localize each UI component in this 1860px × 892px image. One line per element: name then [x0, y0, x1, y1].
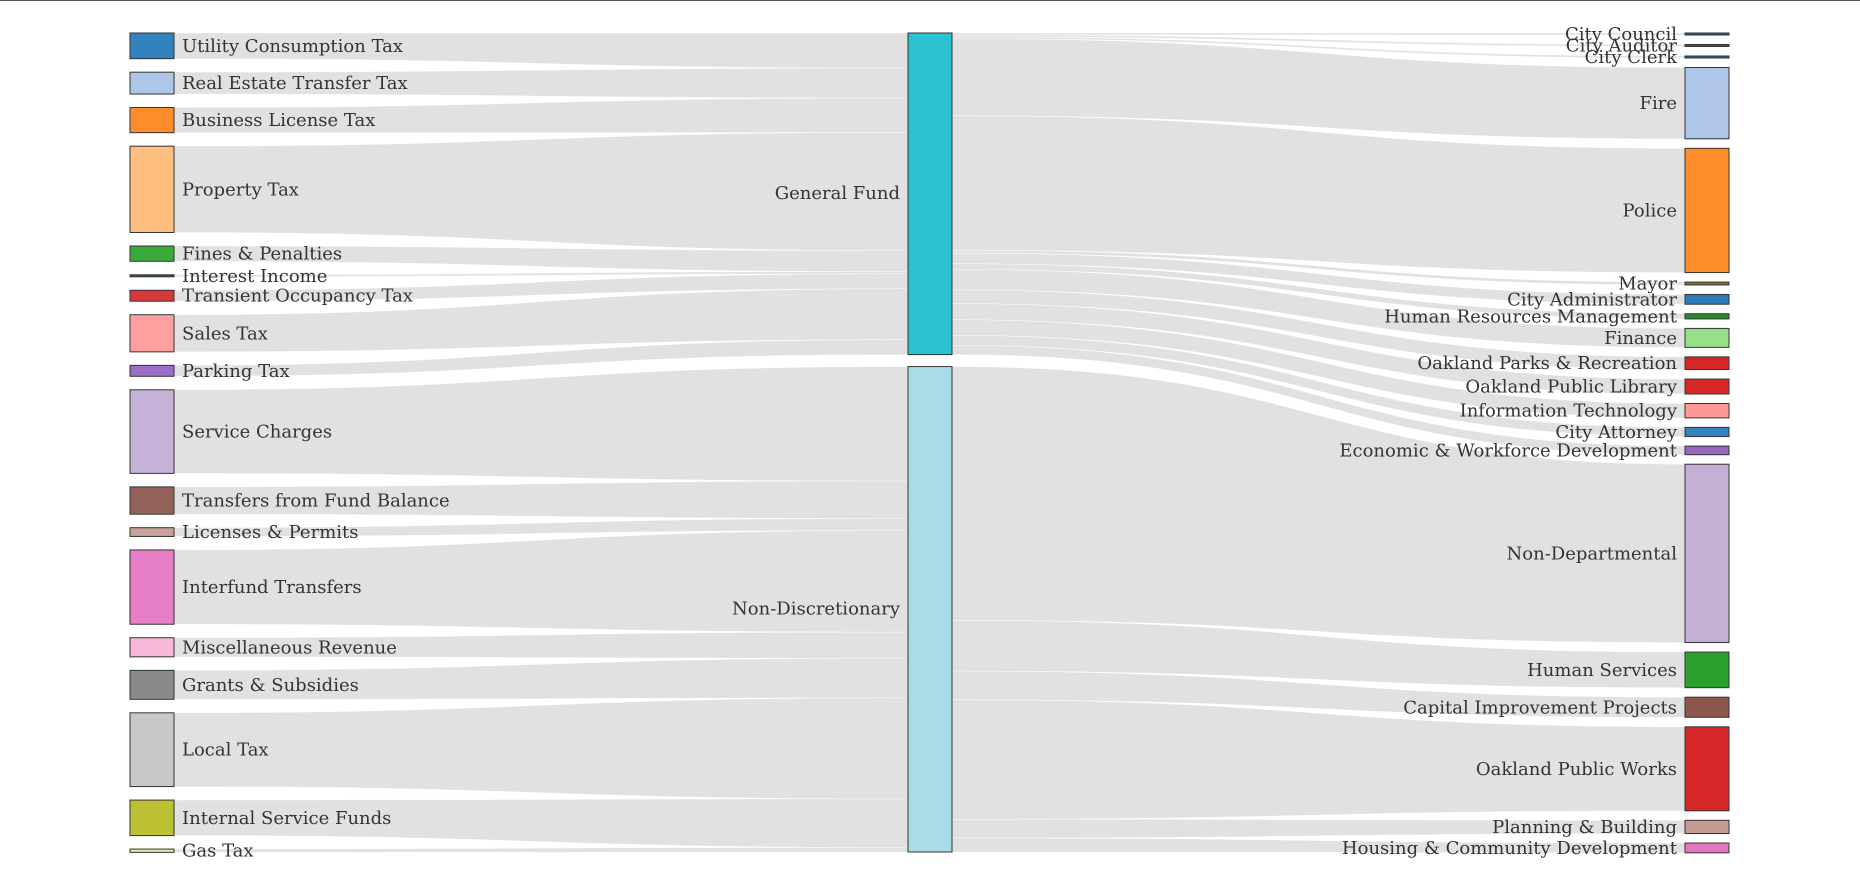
department-label-city-clerk: City Clerk	[1585, 47, 1678, 68]
department-label-city-council: City Council	[1565, 24, 1677, 45]
source-node-property-tax[interactable]	[129, 145, 175, 233]
source-label-property-tax: Property Tax	[182, 179, 299, 200]
department-node-housing-and-community-development[interactable]	[1684, 842, 1730, 854]
department-label-economic-and-workforce-development: Economic & Workforce Development	[1339, 440, 1677, 461]
source-label-local-tax: Local Tax	[182, 740, 269, 761]
fund-label-general-fund: General Fund	[775, 183, 900, 204]
source-label-grants-and-subsidies: Grants & Subsidies	[182, 675, 359, 696]
source-node-utility-consumption-tax[interactable]	[129, 32, 175, 60]
department-node-mayor[interactable]	[1684, 281, 1730, 286]
department-node-city-council[interactable]	[1684, 32, 1730, 36]
source-node-service-charges[interactable]	[129, 389, 175, 474]
department-label-fire: Fire	[1639, 93, 1677, 114]
link-local-tax	[173, 697, 909, 800]
department-node-economic-and-workforce-development[interactable]	[1684, 445, 1730, 456]
source-node-sales-tax[interactable]	[129, 314, 175, 353]
source-node-local-tax[interactable]	[129, 712, 175, 788]
department-node-human-resources-management[interactable]	[1684, 313, 1730, 320]
department-label-city-administrator: City Administrator	[1507, 289, 1677, 310]
source-node-business-license-tax[interactable]	[129, 107, 175, 134]
source-node-fines-and-penalties[interactable]	[129, 245, 175, 262]
source-label-transfers-from-fund-balance: Transfers from Fund Balance	[182, 491, 450, 512]
source-label-interest-income: Interest Income	[182, 266, 327, 287]
department-label-finance: Finance	[1604, 328, 1677, 349]
source-node-parking-tax[interactable]	[129, 364, 175, 377]
source-label-interfund-transfers: Interfund Transfers	[182, 577, 362, 598]
fund-node-non-discretionary[interactable]	[907, 366, 953, 853]
source-node-internal-service-funds[interactable]	[129, 799, 175, 837]
department-node-oakland-public-works[interactable]	[1684, 726, 1730, 812]
department-node-capital-improvement-projects[interactable]	[1684, 696, 1730, 718]
department-label-oakland-public-library: Oakland Public Library	[1465, 377, 1677, 398]
source-label-gas-tax: Gas Tax	[182, 841, 254, 862]
department-label-capital-improvement-projects: Capital Improvement Projects	[1403, 697, 1677, 718]
source-node-grants-and-subsidies[interactable]	[129, 669, 175, 700]
department-label-oakland-parks-and-recreation: Oakland Parks & Recreation	[1417, 353, 1677, 374]
source-node-real-estate-transfer-tax[interactable]	[129, 71, 175, 95]
department-node-fire[interactable]	[1684, 67, 1730, 140]
department-node-non-departmental[interactable]	[1684, 463, 1730, 644]
department-node-oakland-parks-and-recreation[interactable]	[1684, 356, 1730, 371]
department-label-police: Police	[1623, 200, 1677, 221]
department-node-city-attorney[interactable]	[1684, 426, 1730, 438]
department-node-police[interactable]	[1684, 147, 1730, 274]
department-label-human-resources-management: Human Resources Management	[1384, 306, 1678, 327]
source-label-miscellaneous-revenue: Miscellaneous Revenue	[182, 637, 397, 658]
department-node-information-technology[interactable]	[1684, 403, 1730, 419]
link-police	[951, 115, 1686, 273]
source-label-sales-tax: Sales Tax	[182, 323, 268, 344]
source-label-parking-tax: Parking Tax	[182, 361, 290, 382]
fund-node-general-fund[interactable]	[907, 32, 953, 356]
department-label-non-departmental: Non-Departmental	[1507, 543, 1678, 564]
source-label-transient-occupancy-tax: Transient Occupancy Tax	[182, 286, 413, 307]
department-label-mayor: Mayor	[1618, 274, 1677, 295]
department-label-city-attorney: City Attorney	[1555, 422, 1677, 443]
source-label-service-charges: Service Charges	[182, 422, 332, 443]
department-label-information-technology: Information Technology	[1460, 401, 1678, 422]
department-label-housing-and-community-development: Housing & Community Development	[1342, 838, 1678, 859]
department-node-oakland-public-library[interactable]	[1684, 378, 1730, 395]
department-label-human-services: Human Services	[1527, 660, 1677, 681]
department-node-planning-and-building[interactable]	[1684, 819, 1730, 835]
department-label-planning-and-building: Planning & Building	[1492, 817, 1677, 838]
department-node-finance[interactable]	[1684, 327, 1730, 348]
source-node-gas-tax[interactable]	[129, 848, 175, 853]
department-node-human-services[interactable]	[1684, 651, 1730, 689]
source-node-interfund-transfers[interactable]	[129, 549, 175, 625]
source-label-licenses-and-permits: Licenses & Permits	[182, 522, 358, 543]
source-label-internal-service-funds: Internal Service Funds	[182, 808, 391, 829]
department-node-city-clerk[interactable]	[1684, 55, 1730, 59]
sankey-labels: Utility Consumption Tax Real Estate Trans…	[182, 24, 1678, 862]
department-node-city-auditor[interactable]	[1684, 44, 1730, 47]
source-node-miscellaneous-revenue[interactable]	[129, 637, 175, 658]
sankey-nodes	[129, 32, 1730, 854]
source-label-utility-consumption-tax: Utility Consumption Tax	[182, 36, 403, 57]
department-label-city-auditor: City Auditor	[1566, 36, 1678, 57]
source-node-licenses-and-permits[interactable]	[129, 527, 175, 537]
source-label-fines-and-penalties: Fines & Penalties	[182, 244, 342, 265]
sankey-links	[173, 32, 1686, 854]
department-node-city-administrator[interactable]	[1684, 293, 1730, 305]
source-node-transient-occupancy-tax[interactable]	[129, 289, 175, 302]
fund-label-non-discretionary: Non-Discretionary	[732, 598, 901, 619]
department-label-oakland-public-works: Oakland Public Works	[1476, 759, 1677, 780]
top-border	[0, 0, 1860, 1]
link-gas-tax	[173, 847, 909, 853]
source-label-real-estate-transfer-tax: Real Estate Transfer Tax	[182, 73, 408, 94]
source-node-transfers-from-fund-balance[interactable]	[129, 486, 175, 515]
source-node-interest-income[interactable]	[129, 274, 175, 278]
source-label-business-license-tax: Business License Tax	[182, 110, 375, 131]
